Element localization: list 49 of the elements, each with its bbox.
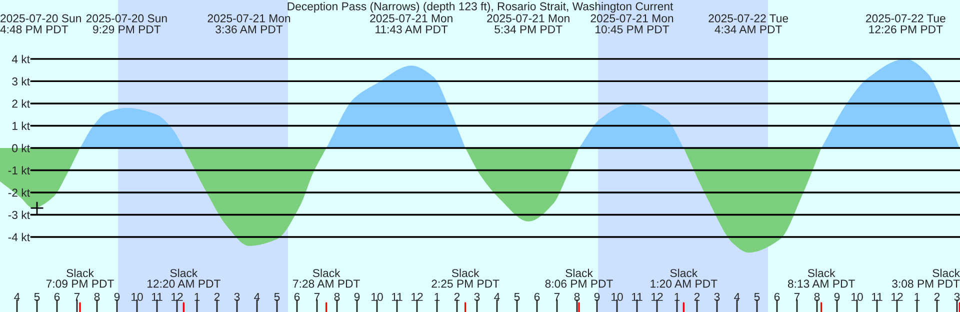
x-tick-label: 7 — [314, 292, 320, 301]
x-tick-label: 12 — [172, 292, 183, 301]
x-tick-label: 8 — [574, 292, 580, 301]
annotation: Slack 7:09 PM PDT — [46, 268, 114, 288]
y-tick-label: 3 kt — [12, 77, 30, 86]
x-tick-label: 4 — [254, 292, 260, 301]
x-tick-label: 10 — [612, 292, 623, 301]
annotation: 2025-07-21 Mon 11:43 AM PDT — [370, 14, 452, 34]
x-tick-label: 4 — [14, 292, 20, 301]
x-tick-label: 11 — [152, 292, 162, 301]
x-tick-label: 12 — [652, 292, 663, 301]
y-tick-label: 4 kt — [12, 54, 30, 64]
chart-title: Deception Pass (Narrows) (depth 123 ft), Rosario Strait, Washington Current — [288, 2, 674, 13]
annotation: 2025-07-22 Tue 4:34 AM PDT — [708, 14, 788, 34]
x-tick-label: 11 — [632, 292, 642, 301]
x-tick-label: 8 — [814, 292, 820, 301]
annotation: Slack 1:20 AM PDT — [650, 268, 718, 288]
y-tick-label: 1 kt — [12, 122, 30, 130]
y-tick-label: -2 kt — [8, 188, 30, 197]
annotation: Slack 7:28 AM PDT — [293, 268, 360, 288]
y-tick-label: -4 kt — [8, 232, 30, 242]
annotation: Slack 12:20 AM PDT — [148, 268, 220, 288]
y-tick-label: 2 kt — [12, 99, 30, 108]
annotation: Slack 3:08 PM PDT — [892, 268, 960, 288]
annotation: Slack 2:25 PM PDT — [432, 268, 500, 288]
annotation: 2025-07-21 Mon 5:34 PM PDT — [487, 14, 570, 34]
annotation: 2025-07-21 Mon 3:36 AM PDT — [208, 14, 290, 34]
annotation: 2025-07-20 Sun 9:29 PM PDT — [86, 14, 167, 34]
x-tick-label: 11 — [392, 292, 402, 301]
x-tick-label: 11 — [872, 292, 882, 301]
y-tick-label: -1 kt — [8, 166, 30, 174]
x-tick-label: 7 — [74, 292, 80, 301]
x-tick-label: 4 — [734, 292, 740, 301]
annotation: Slack 8:13 AM PDT — [788, 268, 855, 288]
x-tick-label: 4 — [494, 292, 500, 301]
x-tick-label: 10 — [132, 292, 143, 301]
x-tick-label: 7 — [794, 292, 800, 301]
x-tick-label: 8 — [334, 292, 340, 301]
x-tick-label: 10 — [852, 292, 863, 301]
annotation: 2025-07-22 Tue 12:26 PM PDT — [866, 14, 946, 34]
x-tick-label: 10 — [372, 292, 383, 301]
annotation: Slack 8:06 PM PDT — [545, 268, 613, 288]
x-tick-label: 12 — [892, 292, 903, 301]
x-tick-label: 8 — [94, 292, 100, 301]
annotation: 2025-07-20 Sun 4:48 PM PDT — [0, 14, 81, 34]
annotation: 2025-07-21 Mon 10:45 PM PDT — [590, 14, 674, 34]
x-tick-label: 7 — [554, 292, 560, 301]
y-tick-label: -3 kt — [8, 210, 30, 219]
x-tick-label: 12 — [412, 292, 423, 301]
